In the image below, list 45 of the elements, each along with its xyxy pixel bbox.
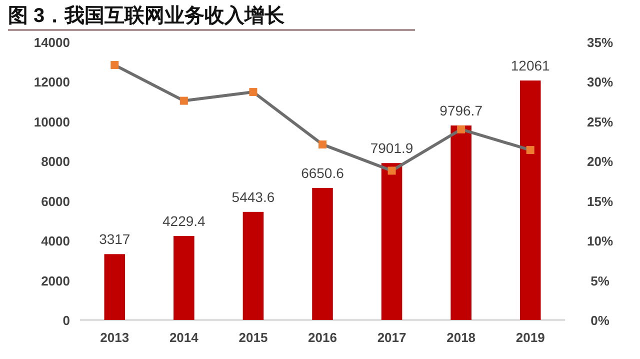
y2-tick-label: 15% [586,194,614,209]
x-tick-label: 2017 [377,330,406,345]
x-tick-label: 2018 [446,330,476,345]
x-tick-label: 2014 [169,330,200,345]
point [526,146,534,154]
y-tick-label: 4000 [41,234,70,249]
y2-tick-label: 10% [586,234,614,249]
point [180,96,188,105]
y2-tick-label: 20% [586,154,614,170]
y-tick-label: 14000 [34,35,70,50]
x-tick-label: 2013 [100,330,130,345]
data-label: 6650.6 [301,164,344,181]
y-tick-label: 0 [62,313,70,328]
bar [381,163,402,320]
chart-title: 图 3．我国互联网业务收入增长 [8,4,286,27]
data-label: 4229.4 [162,213,206,230]
data-label: 5443.6 [232,188,275,205]
point [110,61,119,70]
data-label: 9796.7 [440,102,483,118]
bar [174,236,194,320]
x-tick-label: 2019 [516,330,545,345]
y-tick-label: 2000 [41,273,70,288]
y-tick-label: 8000 [41,154,70,170]
point [318,140,326,148]
data-label: 7901.9 [370,140,414,156]
bar [520,80,541,320]
point [457,125,466,134]
y2-tick-label: 0% [590,313,610,328]
y2-tick-label: 25% [586,114,614,130]
point [388,166,396,175]
y2-tick-label: 30% [586,74,614,90]
data-label: 12061 [510,58,550,74]
point [249,88,258,96]
y-tick-label: 10000 [34,114,70,130]
y2-tick-label: 35% [586,35,614,50]
y-tick-label: 6000 [41,194,70,209]
bar [312,188,333,320]
x-tick-label: 2015 [238,330,268,345]
x-tick-label: 2016 [308,330,337,345]
bar [104,254,126,320]
data-label: 3317 [99,231,130,248]
bar [242,212,264,320]
y-tick-label: 12000 [34,74,70,90]
bar [450,125,472,320]
y2-tick-label: 5% [590,273,610,288]
